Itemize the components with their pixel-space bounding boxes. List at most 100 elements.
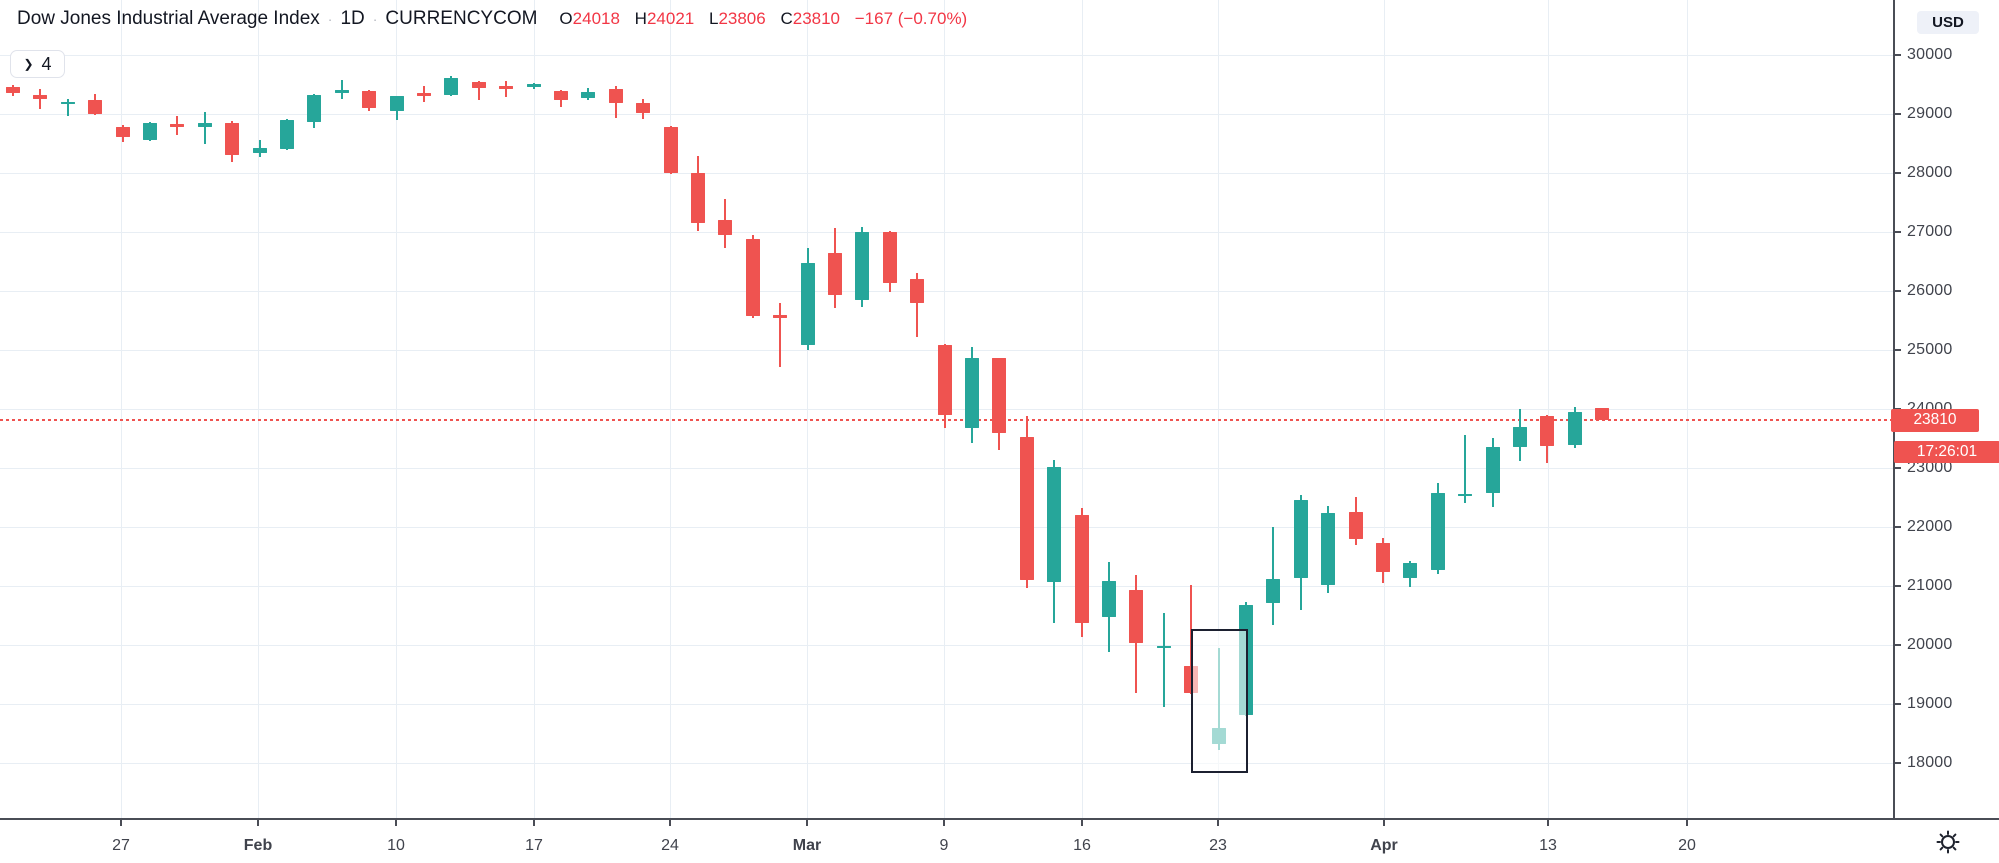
time-axis[interactable]: 27 Feb 10 17 24 Mar 9 16 23 Apr 13 20 bbox=[0, 818, 1999, 863]
price-axis-label-20000: 20000 bbox=[1907, 636, 1953, 653]
grid-line-vertical bbox=[120, 0, 122, 818]
price-axis-label-29000: 29000 bbox=[1907, 105, 1953, 122]
candle-body bbox=[910, 279, 925, 303]
candle-53-up bbox=[1458, 434, 1473, 503]
candle-wick bbox=[505, 80, 508, 98]
candle-body bbox=[115, 126, 130, 137]
candle-55-up bbox=[1513, 409, 1527, 461]
ohlc-values: O24018 H24021 L23806 C23810 −167 (−0.70%… bbox=[559, 9, 967, 29]
price-axis[interactable]: USD 23810 17:26:01 30000 29000 28000 27000 2… bbox=[1891, 0, 1999, 818]
candle-11-up bbox=[307, 93, 322, 129]
open-value: 24018 bbox=[572, 9, 620, 28]
candle-16-up bbox=[444, 76, 459, 96]
grid-line-horizontal bbox=[0, 467, 1893, 469]
candle-23-down bbox=[636, 98, 651, 119]
candle-wick bbox=[1162, 613, 1165, 707]
candle-54-up bbox=[1485, 437, 1500, 507]
candle-15-down bbox=[417, 85, 431, 103]
object-tree-collapse-button[interactable]: ❯ 4 bbox=[10, 50, 65, 78]
candle-49-down bbox=[1348, 496, 1363, 545]
candle-body bbox=[6, 86, 20, 93]
time-axis-tick bbox=[120, 820, 122, 826]
candle-6-down bbox=[170, 115, 185, 136]
candle-body bbox=[88, 99, 103, 114]
candle-33-down bbox=[910, 272, 925, 337]
grid-line-horizontal bbox=[0, 172, 1893, 174]
close-letter: C bbox=[780, 9, 793, 28]
legend-separator: · bbox=[372, 11, 378, 27]
timeframe-label[interactable]: 1D bbox=[340, 8, 365, 29]
candle-body bbox=[1293, 499, 1308, 578]
candle-body bbox=[334, 90, 349, 93]
low-letter: L bbox=[708, 9, 719, 28]
candle-body bbox=[1102, 581, 1116, 618]
time-axis-tick bbox=[1383, 820, 1385, 826]
chart-plot-area[interactable] bbox=[0, 0, 1893, 818]
grid-line-horizontal bbox=[0, 54, 1893, 56]
time-axis-tick bbox=[1081, 820, 1083, 826]
candle-wick bbox=[66, 99, 69, 116]
price-axis-tick bbox=[1895, 113, 1901, 115]
time-axis-tick bbox=[1547, 820, 1549, 826]
candle-41-down bbox=[1129, 575, 1144, 693]
candle-22-down bbox=[608, 86, 623, 119]
symbol-title[interactable]: Dow Jones Industrial Average Index bbox=[17, 8, 320, 29]
grid-line-vertical bbox=[1081, 0, 1083, 818]
price-axis-tick bbox=[1895, 585, 1901, 587]
candle-body bbox=[1074, 515, 1089, 624]
grid-line-vertical bbox=[395, 0, 397, 818]
candle-body bbox=[60, 101, 75, 105]
time-axis-label-16: 16 bbox=[1073, 837, 1091, 854]
candle-31-up bbox=[855, 226, 870, 307]
candle-20-down bbox=[554, 89, 568, 108]
time-axis-tick bbox=[669, 820, 671, 826]
rectangle-drawing[interactable] bbox=[1191, 629, 1248, 773]
time-axis-label-10: 10 bbox=[387, 837, 405, 854]
candle-body bbox=[882, 231, 897, 283]
time-axis-label-Mar: Mar bbox=[792, 837, 822, 854]
time-axis-label-24: 24 bbox=[661, 837, 679, 854]
candle-50-down bbox=[1376, 537, 1390, 584]
candle-56-down bbox=[1540, 415, 1555, 463]
time-axis-label-9: 9 bbox=[939, 837, 949, 854]
grid-line-vertical bbox=[1383, 0, 1385, 818]
grid-line-vertical bbox=[257, 0, 259, 818]
candle-10-up bbox=[280, 119, 294, 150]
candle-30-down bbox=[828, 227, 842, 309]
time-axis-tick bbox=[533, 820, 535, 826]
price-axis-tick bbox=[1895, 762, 1901, 764]
candle-46-up bbox=[1266, 527, 1281, 625]
candle-42-up bbox=[1156, 613, 1171, 707]
price-axis-label-26000: 26000 bbox=[1907, 282, 1953, 299]
price-axis-tick bbox=[1895, 54, 1901, 56]
price-axis-tick bbox=[1895, 526, 1901, 528]
candle-body bbox=[1458, 493, 1473, 497]
sun-theme-icon[interactable] bbox=[1936, 830, 1960, 854]
candle-body bbox=[965, 358, 979, 428]
grid-line-horizontal bbox=[0, 703, 1893, 705]
candle-body bbox=[252, 148, 267, 153]
low-value: 23806 bbox=[718, 9, 766, 28]
candle-body bbox=[1321, 512, 1336, 585]
chevron-right-icon: ❯ bbox=[23, 57, 34, 71]
candle-18-down bbox=[499, 80, 514, 98]
price-axis-label-27000: 27000 bbox=[1907, 223, 1953, 240]
price-axis-label-23000: 23000 bbox=[1907, 459, 1953, 476]
candle-26-down bbox=[718, 198, 733, 248]
price-axis-label-18000: 18000 bbox=[1907, 754, 1953, 771]
grid-line-horizontal bbox=[0, 762, 1893, 764]
candle-2-up bbox=[60, 99, 75, 116]
candle-body bbox=[1485, 446, 1500, 493]
currency-badge[interactable]: USD bbox=[1917, 11, 1979, 34]
exchange-label[interactable]: CURRENCYCOM bbox=[385, 8, 538, 29]
time-axis-tick bbox=[395, 820, 397, 826]
price-axis-tick bbox=[1895, 349, 1901, 351]
candle-5-up bbox=[143, 121, 157, 142]
candle-12-up bbox=[334, 79, 349, 100]
price-axis-label-19000: 19000 bbox=[1907, 695, 1953, 712]
time-axis-tick bbox=[1217, 820, 1219, 826]
chart-legend: Dow Jones Industrial Average Index · 1D … bbox=[17, 8, 967, 30]
time-axis-tick bbox=[943, 820, 945, 826]
candle-body bbox=[1156, 645, 1171, 649]
